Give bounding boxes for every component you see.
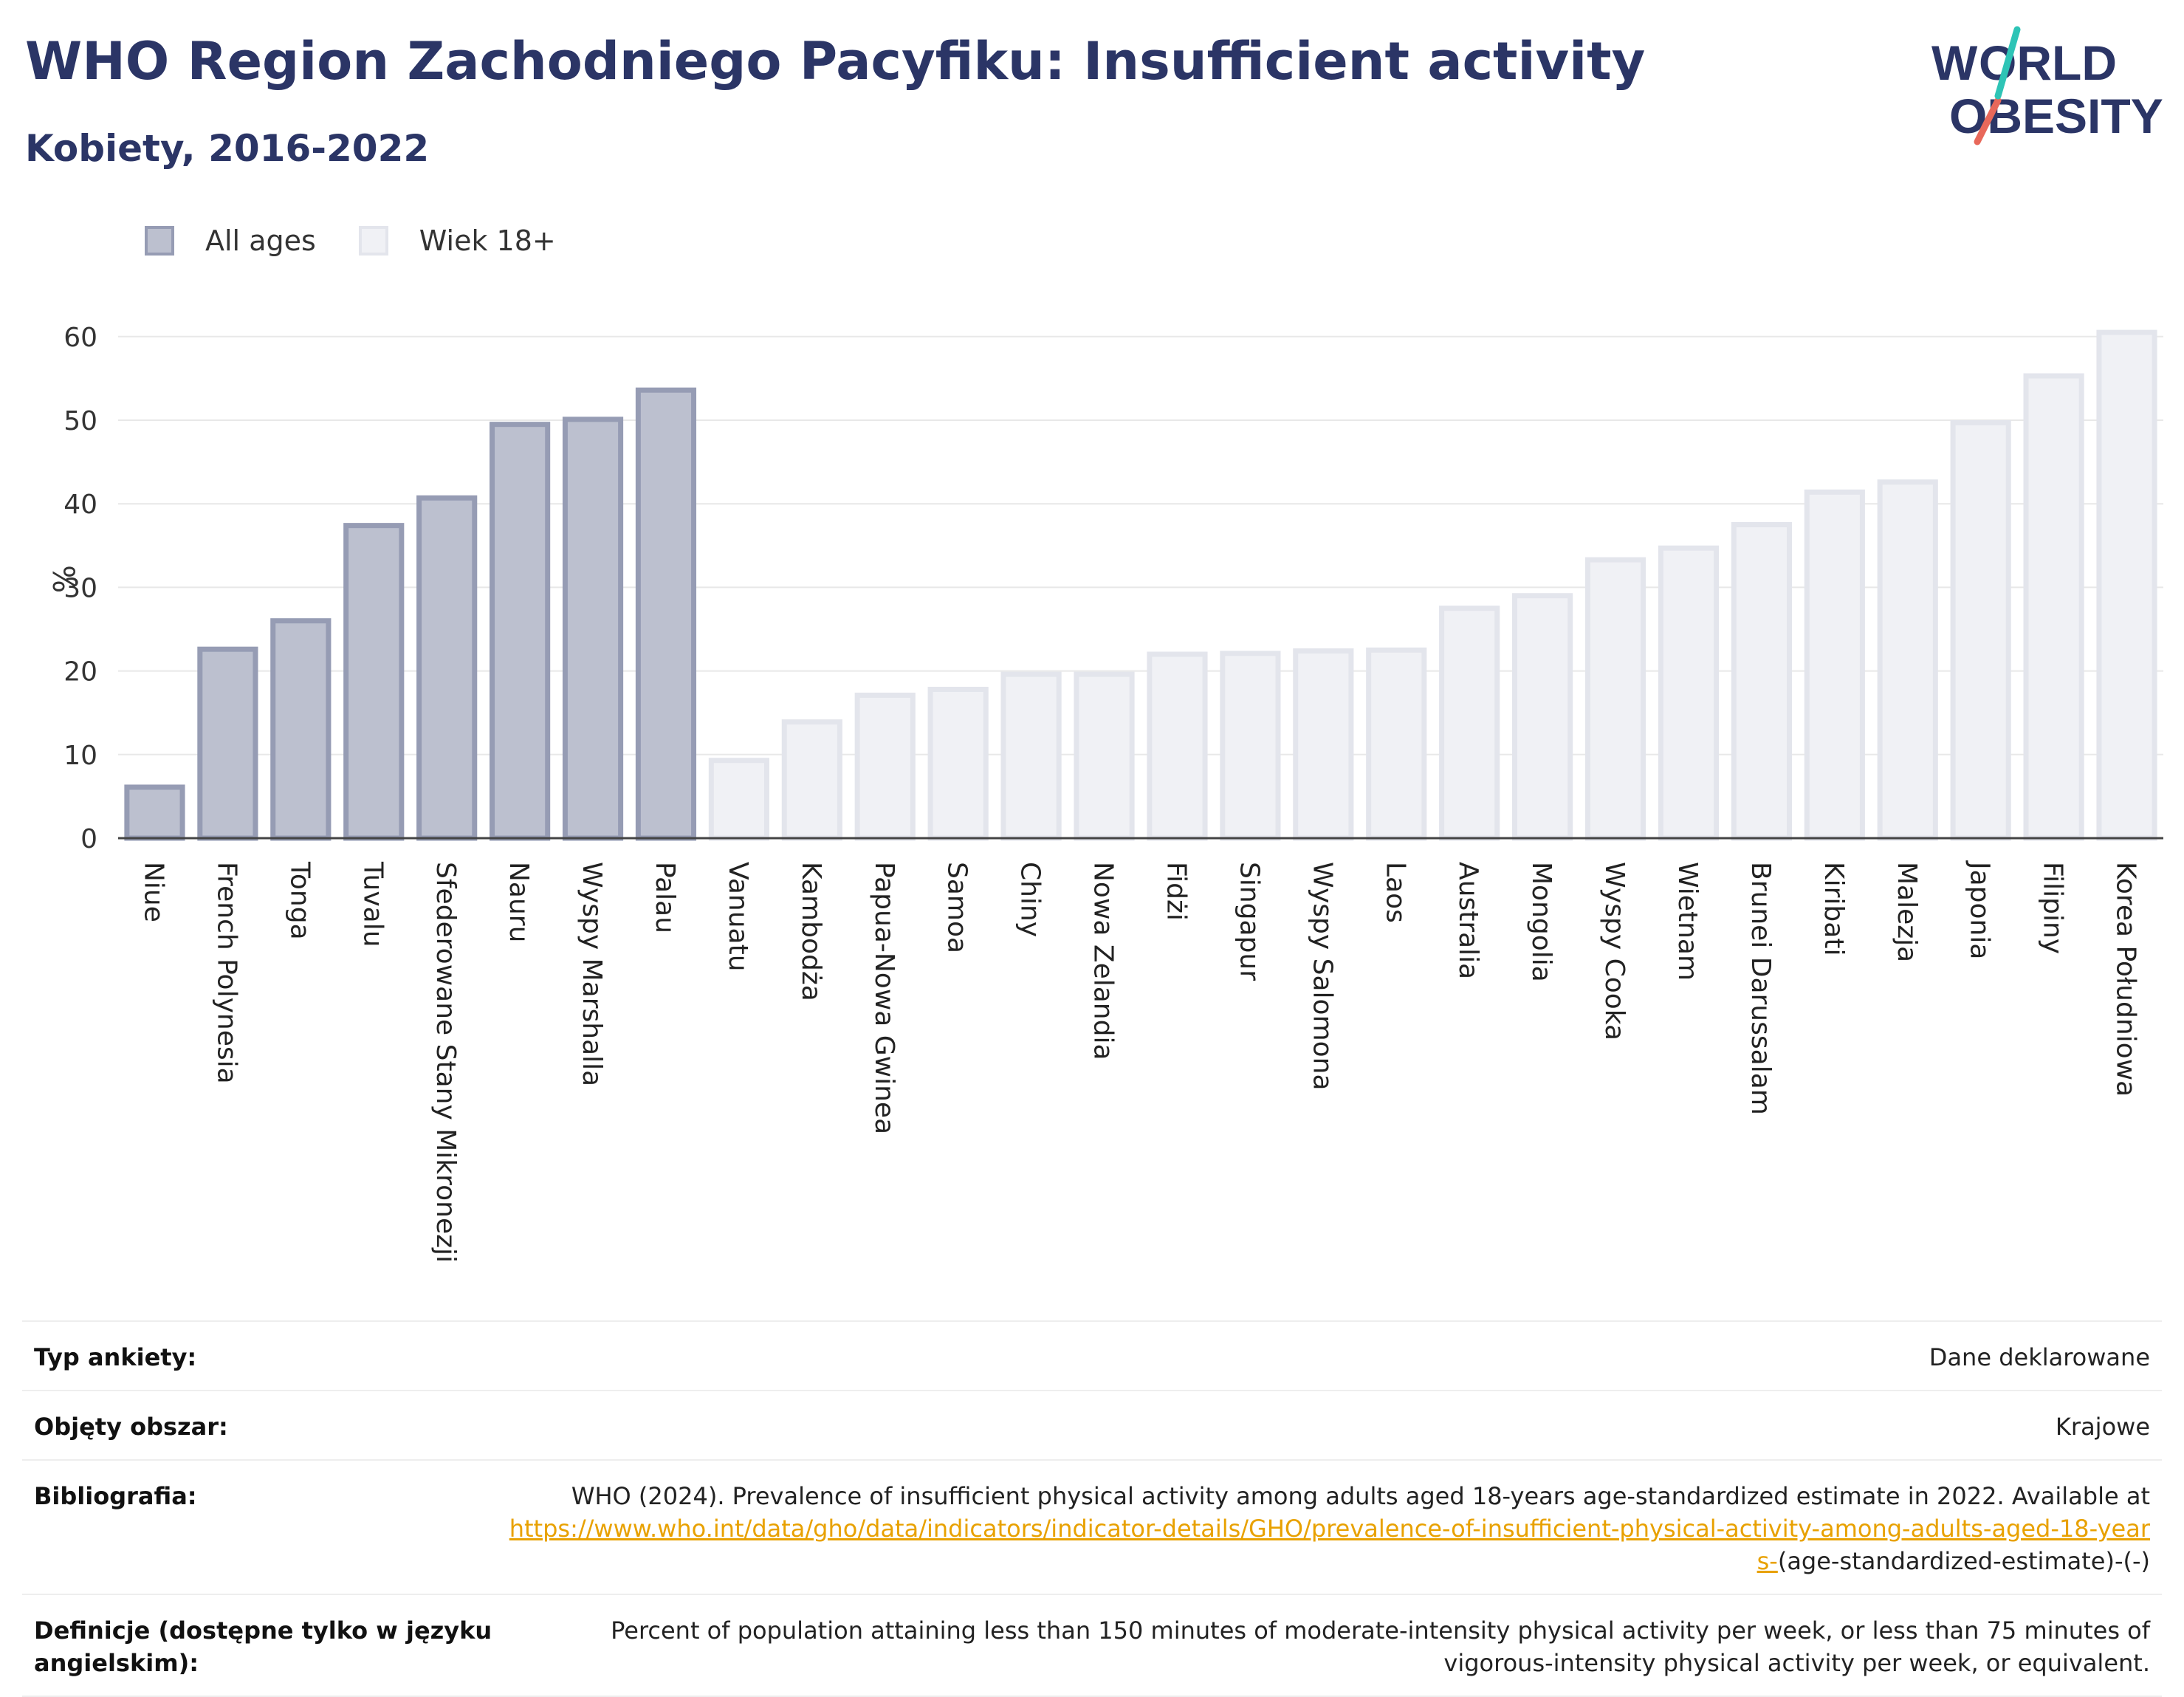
meta-row-survey-type: Typ ankiety: Dane deklarowane: [22, 1320, 2162, 1390]
y-tick-label: 60: [63, 323, 97, 353]
bar-10: [781, 719, 842, 841]
bar-17: [1293, 648, 1354, 841]
x-tick-label: Vanuatu: [723, 862, 753, 972]
bar-11: [854, 692, 916, 841]
bar-2: [197, 646, 258, 841]
y-tick-label: 10: [63, 741, 97, 771]
legend-swatch-all-ages: [145, 226, 174, 256]
bibliography-text: WHO (2024). Prevalence of insufficient p…: [571, 1482, 2150, 1510]
survey-type-value: Dane deklarowane: [1929, 1343, 2150, 1371]
y-tick-label: 50: [63, 406, 97, 436]
x-tick-label: Japonia: [1965, 860, 1995, 959]
bar-6: [490, 422, 551, 841]
bar-19: [1439, 606, 1500, 841]
x-tick-label: Kambodża: [796, 862, 826, 1001]
x-tick-label: Papua-Nowa Gwinea: [869, 862, 899, 1134]
meta-row-definitions: Definicje (dostępne tylko w języku angie…: [22, 1594, 2162, 1697]
bibliography-label: Bibliografia:: [34, 1482, 197, 1510]
bar-24: [1804, 489, 1865, 841]
bibliography-link[interactable]: https://www.who.int/data/gho/data/indica…: [509, 1515, 2150, 1575]
y-tick-label: 30: [63, 573, 97, 603]
bar-21: [1584, 557, 1646, 841]
x-tick-label: Filipiny: [2038, 862, 2068, 954]
meta-row-coverage: Objęty obszar: Krajowe: [22, 1390, 2162, 1459]
bar-20: [1512, 593, 1573, 841]
x-tick-label: Brunei Darussalam: [1745, 862, 1776, 1115]
chart-legend: All ages Wiek 18+: [145, 219, 599, 263]
bar-3: [270, 618, 332, 841]
bar-1: [124, 784, 185, 841]
definitions-label: Definicje (dostępne tylko w języku angie…: [34, 1617, 492, 1677]
x-tick-label: Wyspy Cooka: [1599, 862, 1630, 1041]
coverage-label: Objęty obszar:: [34, 1413, 228, 1441]
bibliography-value: WHO (2024). Prevalence of insufficient p…: [506, 1480, 2150, 1577]
bar-16: [1220, 651, 1281, 841]
x-tick-label: Tuvalu: [357, 861, 388, 947]
legend-label-wiek-18: Wiek 18+: [419, 224, 556, 257]
bar-26: [1950, 419, 2011, 841]
bar-25: [1877, 479, 1938, 841]
bar-15: [1147, 651, 1208, 841]
x-tick-label: Mongolia: [1526, 862, 1556, 982]
x-tick-label: Wietnam: [1672, 862, 1703, 981]
bar-18: [1366, 647, 1427, 841]
x-tick-label: Singapur: [1234, 862, 1264, 981]
bar-7: [562, 416, 624, 841]
chart-subtitle: Kobiety, 2016-2022: [25, 127, 430, 170]
x-tick-label: Sfederowane Stany Mikronezji: [430, 862, 461, 1263]
svg-text:W: W: [1931, 35, 1978, 90]
legend-label-all-ages: All ages: [205, 224, 316, 257]
x-tick-label: Australia: [1453, 862, 1483, 979]
y-tick-label: 20: [63, 657, 97, 688]
x-tick-label: Samoa: [942, 862, 972, 953]
legend-item-wiek-18[interactable]: Wiek 18+: [358, 224, 556, 257]
y-axis-label: %: [46, 565, 80, 593]
x-tick-label: Korea Południowa: [2111, 862, 2141, 1097]
survey-type-label: Typ ankiety:: [34, 1343, 197, 1371]
bar-14: [1074, 671, 1135, 841]
bibliography-suffix: (age-standardized-estimate)-(-): [1777, 1547, 2150, 1575]
x-tick-label: Laos: [1380, 862, 1410, 923]
bar-4: [343, 523, 405, 841]
definitions-value: Percent of population attaining less tha…: [611, 1617, 2150, 1677]
y-tick-label: 40: [63, 490, 97, 520]
x-tick-label: Niue: [138, 862, 168, 922]
x-tick-label: Tonga: [284, 861, 315, 940]
x-tick-label: French Polynesia: [211, 862, 241, 1084]
bar-8: [635, 387, 697, 841]
world-obesity-logo: W ORLD OBESITY: [1931, 26, 2163, 145]
x-tick-label: Palau: [650, 862, 680, 933]
x-tick-label: Wyspy Marshalla: [577, 862, 607, 1086]
metadata-table: Typ ankiety: Dane deklarowane Objęty obs…: [22, 1320, 2162, 1697]
bar-9: [708, 758, 769, 841]
chart-title: WHO Region Zachodniego Pacyfiku: Insuffi…: [25, 31, 1646, 92]
bar-28: [2096, 329, 2157, 841]
legend-item-all-ages[interactable]: All ages: [145, 224, 316, 257]
x-tick-label: Fidżi: [1161, 862, 1191, 921]
coverage-value: Krajowe: [2055, 1413, 2150, 1441]
bar-23: [1731, 522, 1792, 841]
y-tick-label: 0: [80, 824, 97, 854]
bar-13: [1000, 671, 1062, 841]
x-tick-label: Kiribati: [1819, 862, 1849, 956]
legend-swatch-wiek-18: [358, 226, 388, 256]
bar-chart: 0 10 20 30 40 50 60% Niue French Polynesia Tonga T…: [46, 323, 2163, 1263]
x-tick-label: Malezja: [1892, 862, 1922, 962]
x-tick-label: Chiny: [1015, 862, 1045, 937]
bar-12: [927, 687, 989, 841]
bar-27: [2023, 373, 2084, 841]
bar-22: [1658, 545, 1720, 841]
bar-5: [416, 495, 478, 841]
meta-row-bibliography: Bibliografia: WHO (2024). Prevalence of …: [22, 1459, 2162, 1594]
x-tick-label: Wyspy Salomona: [1307, 862, 1337, 1091]
svg-text:OBESITY: OBESITY: [1949, 89, 2163, 143]
x-tick-label: Nauru: [504, 862, 534, 942]
x-tick-label: Nowa Zelandia: [1088, 862, 1119, 1060]
